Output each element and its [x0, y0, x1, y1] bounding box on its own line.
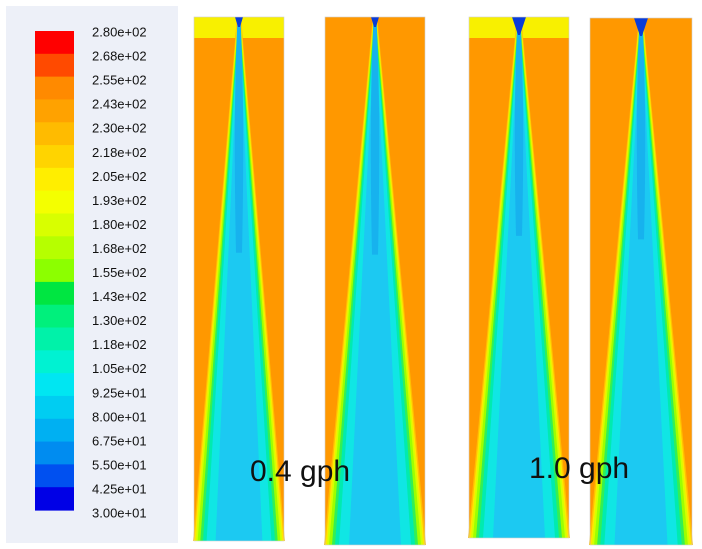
legend-tick-label: 2.68e+02	[92, 49, 147, 64]
legend-swatch	[35, 236, 74, 260]
legend-swatch	[35, 259, 74, 283]
legend-swatch	[35, 487, 74, 511]
legend-tick-label: 1.55e+02	[92, 265, 147, 280]
legend-tick-label: 2.43e+02	[92, 97, 147, 112]
contour-panel-4	[589, 17, 693, 546]
contour-panel-1	[193, 16, 285, 542]
legend-swatch	[35, 53, 74, 78]
legend-swatch	[35, 327, 74, 351]
contour-panel-3	[468, 16, 570, 539]
spray-core	[514, 19, 524, 236]
panel-border	[193, 16, 285, 542]
contour-panel-2	[324, 16, 426, 546]
temperature-contour-band	[349, 27, 401, 545]
spray-core	[234, 19, 244, 253]
legend-swatch	[35, 190, 74, 215]
legend-tick-label: 4.25e+01	[92, 481, 147, 496]
flow-rate-caption-left: 0.4 gph	[250, 455, 351, 488]
flow-rate-caption-right: 1.0 gph	[529, 452, 630, 485]
contour-panels	[193, 16, 693, 546]
nozzle-tip	[634, 18, 648, 36]
legend-tick-label: 1.43e+02	[92, 289, 147, 304]
legend-swatch	[35, 304, 74, 329]
temperature-contour-band	[215, 27, 263, 541]
legend-swatch	[35, 281, 74, 306]
legend-swatch	[35, 464, 74, 488]
nozzle-tip	[235, 17, 243, 27]
legend-swatch	[35, 76, 74, 101]
panel-border	[589, 17, 693, 546]
legend-tick-label: 1.05e+02	[92, 361, 147, 376]
legend-tick-label: 2.30e+02	[92, 121, 147, 136]
nozzle-tip	[512, 17, 526, 35]
legend-tick-label: 1.18e+02	[92, 337, 147, 352]
legend-tick-label: 2.18e+02	[92, 145, 147, 160]
legend-tick-label: 5.50e+01	[92, 457, 147, 472]
legend-tick-label: 2.05e+02	[92, 169, 147, 184]
temperature-contour-band	[614, 28, 668, 545]
spray-core	[636, 20, 646, 240]
legend-swatch	[35, 213, 74, 237]
legend-swatch	[35, 350, 74, 374]
legend-swatch	[35, 122, 74, 146]
legend-swatch	[35, 441, 74, 465]
legend-tick-label: 2.55e+02	[92, 73, 147, 88]
legend-swatch	[35, 373, 74, 397]
legend-swatch	[35, 99, 74, 123]
legend-tick-label: 1.30e+02	[92, 313, 147, 328]
panel-border	[468, 16, 570, 539]
legend-tick-label: 8.00e+01	[92, 409, 147, 424]
legend-tick-label: 6.75e+01	[92, 433, 147, 448]
legend-tick-label: 9.25e+01	[92, 385, 147, 400]
legend-swatch	[35, 395, 74, 420]
legend-tick-label: 1.80e+02	[92, 217, 147, 232]
legend-swatch	[35, 145, 74, 169]
legend-swatch	[35, 167, 74, 192]
spray-core	[370, 19, 380, 255]
legend-tick-label: 2.80e+02	[92, 25, 147, 40]
legend-tick-label: 1.93e+02	[92, 193, 147, 208]
legend-background	[6, 6, 178, 543]
nozzle-tip	[371, 17, 379, 27]
color-legend: 2.80e+02 2.68e+02 2.55e+02 2.43e+02 2.30e+02…	[6, 6, 178, 543]
legend-swatch	[35, 418, 74, 443]
temperature-contour-band	[493, 27, 545, 539]
legend-swatch	[35, 31, 74, 55]
legend-tick-label: 3.00e+01	[92, 506, 147, 521]
panel-border	[324, 16, 426, 546]
legend-tick-label: 1.68e+02	[92, 241, 147, 256]
